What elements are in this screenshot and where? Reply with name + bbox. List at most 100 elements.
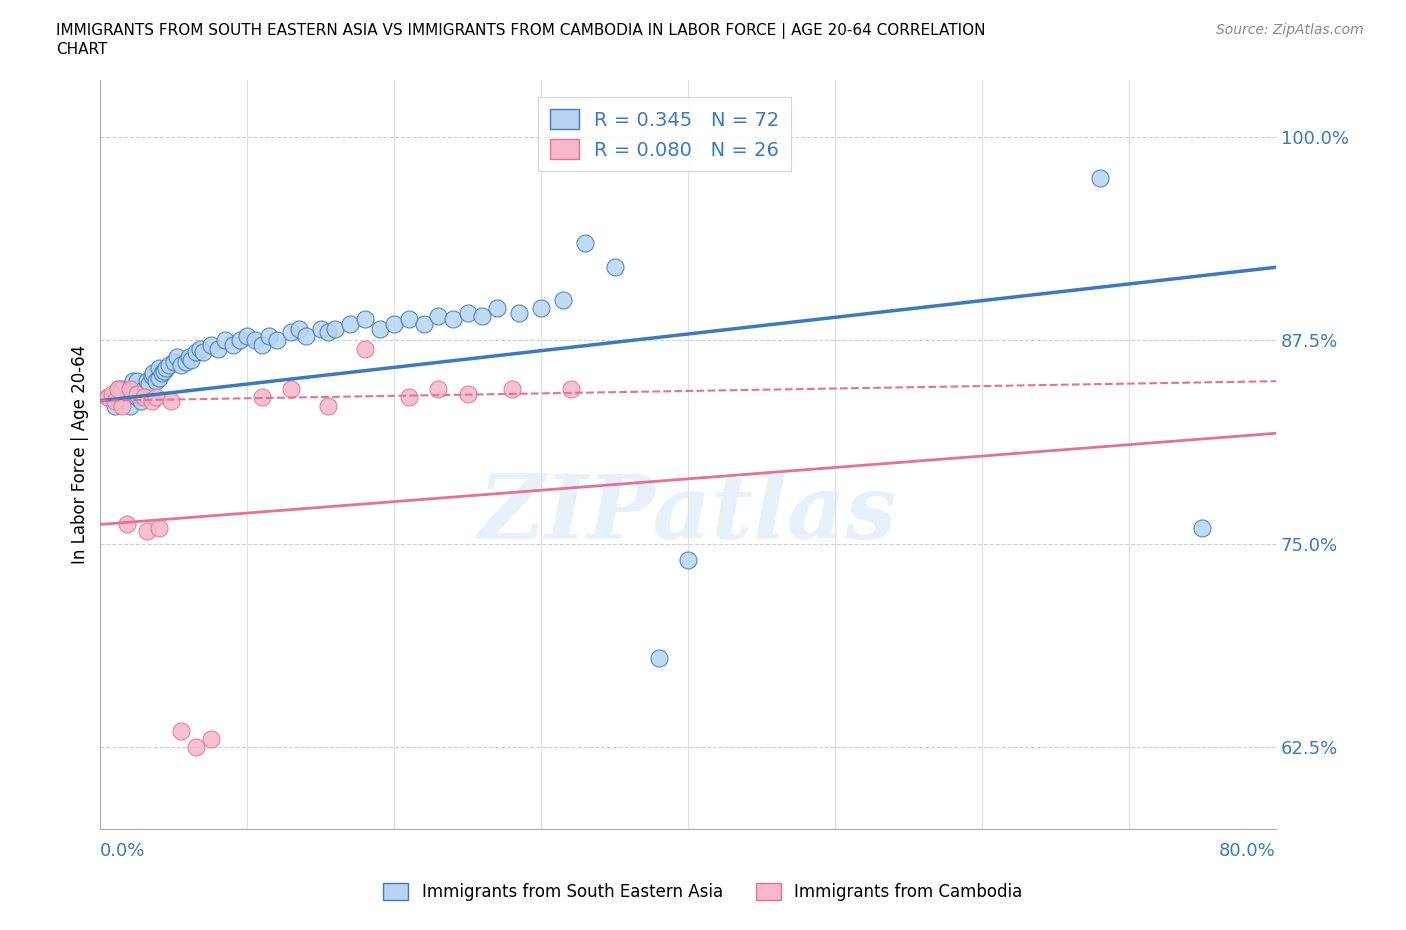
Point — [200, 338, 222, 352]
Point — [553, 292, 575, 307]
Point — [163, 354, 186, 369]
Point — [184, 344, 207, 359]
Point — [170, 357, 193, 372]
Point — [155, 361, 177, 376]
Point — [107, 382, 129, 397]
Point — [354, 312, 377, 326]
Point — [118, 382, 141, 397]
Point — [142, 365, 165, 380]
Point — [122, 382, 145, 397]
Point — [236, 328, 259, 343]
Point — [486, 300, 509, 315]
Point — [134, 382, 156, 397]
Point — [111, 398, 134, 413]
Point — [166, 350, 188, 365]
Point — [118, 382, 141, 397]
Point — [214, 333, 236, 348]
Point — [382, 317, 405, 332]
Point — [101, 387, 124, 402]
Point — [316, 398, 339, 413]
Point — [266, 333, 288, 348]
Point — [127, 374, 149, 389]
Point — [398, 312, 420, 326]
Point — [193, 344, 215, 359]
Point — [368, 322, 391, 337]
Point — [229, 333, 252, 348]
Point — [134, 387, 156, 402]
Point — [127, 390, 149, 405]
Legend: Immigrants from South Eastern Asia, Immigrants from Cambodia: Immigrants from South Eastern Asia, Immi… — [377, 876, 1029, 908]
Point — [398, 390, 420, 405]
Point — [129, 390, 152, 405]
Point — [141, 369, 163, 384]
Point — [457, 387, 479, 402]
Point — [339, 317, 361, 332]
Point — [501, 382, 523, 397]
Legend: R = 0.345   N = 72, R = 0.080   N = 26: R = 0.345 N = 72, R = 0.080 N = 26 — [538, 98, 792, 171]
Point — [170, 724, 193, 738]
Text: Source: ZipAtlas.com: Source: ZipAtlas.com — [1216, 23, 1364, 37]
Point — [184, 740, 207, 755]
Point — [1088, 170, 1111, 185]
Point — [150, 365, 173, 380]
Text: 0.0%: 0.0% — [100, 842, 146, 859]
Point — [152, 364, 174, 379]
Point — [354, 341, 377, 356]
Point — [250, 390, 273, 405]
Text: CHART: CHART — [56, 42, 108, 57]
Point — [287, 322, 309, 337]
Point — [136, 524, 159, 538]
Point — [603, 259, 626, 274]
Point — [1191, 520, 1213, 535]
Point — [177, 350, 200, 365]
Point — [180, 352, 202, 367]
Y-axis label: In Labor Force | Age 20-64: In Labor Force | Age 20-64 — [72, 345, 89, 564]
Point — [325, 322, 347, 337]
Text: IMMIGRANTS FROM SOUTH EASTERN ASIA VS IMMIGRANTS FROM CAMBODIA IN LABOR FORCE | : IMMIGRANTS FROM SOUTH EASTERN ASIA VS IM… — [56, 23, 986, 39]
Point — [160, 393, 183, 408]
Point — [574, 235, 596, 250]
Point — [243, 333, 266, 348]
Point — [648, 650, 671, 665]
Point — [200, 732, 222, 747]
Point — [560, 382, 582, 397]
Text: ZIPatlas: ZIPatlas — [479, 472, 897, 558]
Point — [676, 552, 699, 567]
Point — [104, 398, 127, 413]
Point — [427, 309, 450, 324]
Point — [259, 328, 281, 343]
Point — [174, 354, 197, 369]
Point — [471, 309, 494, 324]
Point — [115, 517, 138, 532]
Point — [118, 398, 141, 413]
Point — [145, 374, 167, 389]
Point — [148, 361, 170, 376]
Point — [280, 382, 302, 397]
Point — [107, 382, 129, 397]
Point — [207, 341, 229, 356]
Point — [157, 357, 180, 372]
Point — [97, 390, 120, 405]
Point — [508, 305, 530, 320]
Point — [141, 393, 163, 408]
Point — [441, 312, 464, 326]
Point — [121, 374, 143, 389]
Point — [148, 370, 170, 385]
Point — [412, 317, 434, 332]
Point — [111, 382, 134, 397]
Point — [250, 338, 273, 352]
Point — [148, 520, 170, 535]
Point — [316, 325, 339, 339]
Point — [115, 390, 138, 405]
Point — [131, 393, 153, 408]
Point — [97, 390, 120, 405]
Point — [145, 390, 167, 405]
Point — [280, 325, 302, 339]
Point — [188, 341, 211, 356]
Point — [104, 393, 127, 408]
Point — [138, 377, 160, 392]
Point — [295, 328, 318, 343]
Point — [309, 322, 332, 337]
Point — [136, 374, 159, 389]
Point — [127, 387, 149, 402]
